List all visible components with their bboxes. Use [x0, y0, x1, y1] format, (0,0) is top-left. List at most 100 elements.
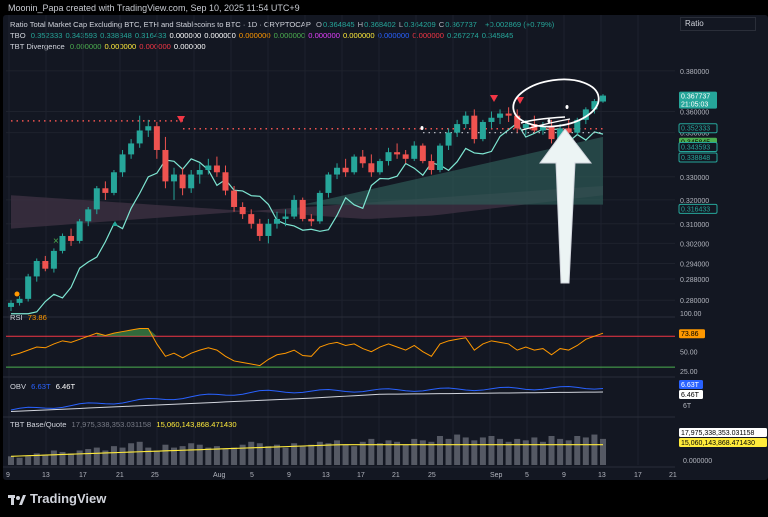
- obv-axis-label: 6T: [683, 403, 692, 410]
- volume-bar: [110, 446, 117, 465]
- candle-body: [411, 145, 418, 159]
- obv-line: [10, 386, 604, 411]
- sell-signal-triangle: [490, 95, 498, 102]
- tbo-legend[interactable]: TBO 0.352333 0.343593 0.338848 0.316433 0.00…: [10, 31, 519, 40]
- volume-bar: [239, 444, 246, 465]
- volume-bar: [548, 436, 555, 465]
- volume-bar: [411, 438, 418, 465]
- price-chart-svg[interactable]: × 0.380000 0.360000 0.350000 0.330000 0.32000…: [3, 15, 768, 480]
- volume-bar: [128, 443, 135, 465]
- candle-body: [454, 124, 461, 133]
- obv-value: 6.63T: [31, 382, 51, 391]
- candle-body: [445, 132, 452, 146]
- volume-bar: [85, 449, 92, 465]
- candle-body: [153, 126, 160, 150]
- price-tag-label: 0.367737: [681, 94, 710, 101]
- volume-bar: [205, 447, 212, 465]
- volume-bar: [376, 443, 383, 465]
- up-arrow-annotation: [539, 128, 593, 284]
- price-tag: [678, 123, 718, 134]
- tbt-vol-base: 17,975,338,353.031158: [71, 420, 152, 429]
- obv-legend[interactable]: OBV 6.63T 6.46T: [10, 382, 78, 391]
- chart-panel[interactable]: [3, 15, 768, 480]
- ohlc-key-C: C: [438, 20, 445, 29]
- rsi-legend[interactable]: RSI 73.86: [10, 313, 50, 322]
- candle-body: [471, 115, 478, 140]
- candle-body: [505, 113, 512, 116]
- drop-marker-icon: [565, 105, 569, 109]
- ohlc-key-O: O: [316, 20, 322, 29]
- volume-bar: [265, 446, 272, 465]
- symbol-title[interactable]: Ratio Total Market Cap Excluding BTC, ET…: [10, 20, 311, 29]
- volume-base-tag: [679, 428, 767, 437]
- volume-bar: [93, 447, 100, 465]
- volume-bar: [479, 437, 486, 465]
- ratio-label[interactable]: Ratio: [680, 17, 756, 31]
- volume-bar: [471, 440, 478, 465]
- volume-bar: [282, 447, 289, 465]
- tbo-value: 0.000000: [412, 31, 444, 40]
- volume-bar: [565, 440, 572, 465]
- candle-body: [376, 161, 383, 173]
- volume-bar: [445, 438, 452, 465]
- price-axis-label: 0.330000: [680, 175, 709, 182]
- price-axis-label: 0.288000: [680, 277, 709, 284]
- candle-body: [265, 223, 272, 236]
- candle-body: [419, 145, 426, 162]
- candle-body: [179, 174, 186, 189]
- price-tag: [678, 203, 718, 214]
- candle-body: [50, 250, 57, 269]
- time-axis-label: 17: [634, 472, 642, 479]
- rsi-line: [10, 327, 604, 367]
- volume-bar: [316, 441, 323, 465]
- rsi-name: RSI: [10, 313, 23, 322]
- time-axis-label: 25: [151, 472, 159, 479]
- time-axis-label: 13: [322, 472, 330, 479]
- price-axis-label: 0.320000: [680, 198, 709, 205]
- candle-body: [334, 167, 341, 175]
- candle-body: [16, 298, 23, 303]
- price-axis-label: 0.302000: [680, 241, 709, 248]
- candle-body: [428, 161, 435, 171]
- time-axis-label: 13: [42, 472, 50, 479]
- price-tag: [678, 152, 718, 163]
- candle-body: [42, 261, 49, 269]
- volume-bar: [59, 451, 66, 465]
- tbo-value: 0.316433: [134, 31, 167, 40]
- ohlc-value-C: 0.367737: [445, 20, 477, 29]
- time-axis-label: 21: [116, 472, 124, 479]
- candle-body: [394, 152, 401, 155]
- candle-body: [351, 156, 358, 173]
- volume-quote-tag-label: 15,060,143,868.471430: [681, 440, 755, 447]
- candle-body: [171, 174, 178, 182]
- volume-bar: [539, 441, 546, 465]
- time-axis-label: Aug: [213, 472, 226, 479]
- volume-bar: [342, 444, 349, 465]
- candle-body: [128, 143, 135, 155]
- candle-body: [299, 199, 306, 219]
- cross-signal-icon: ×: [53, 236, 59, 247]
- rsi-axis-label: 50.00: [680, 350, 698, 357]
- tbo-value: 0.000000: [342, 31, 375, 40]
- volume-bar: [248, 441, 255, 465]
- tbo-value: 0.000000: [238, 31, 271, 40]
- candle-body: [600, 95, 606, 102]
- symbol-legend: Ratio Total Market Cap Excluding BTC, ET…: [10, 20, 557, 29]
- volume-bar: [308, 444, 315, 465]
- snapshot-credit: Moonin_Papa created with TradingView.com…: [8, 3, 300, 13]
- candle-body: [325, 174, 332, 193]
- tbt-volume-legend[interactable]: TBT Base/Quote 17,975,338,353.031158 15,…: [10, 420, 240, 429]
- obv-ma-value-tag: [679, 390, 703, 399]
- volume-bar: [256, 443, 263, 465]
- volume-bar: [25, 456, 32, 465]
- candle-body: [462, 115, 469, 125]
- volume-bar: [179, 446, 186, 465]
- candle-body: [308, 218, 315, 222]
- volume-bar: [488, 436, 495, 465]
- volume-bar: [359, 441, 366, 465]
- volume-bar: [591, 434, 598, 465]
- obv-name: OBV: [10, 382, 27, 391]
- candle-body: [282, 216, 289, 219]
- tradingview-brand[interactable]: TradingView: [8, 491, 106, 506]
- ohlc-values: O0.364845 H0.368402 L0.364209 C0.367737: [316, 20, 480, 29]
